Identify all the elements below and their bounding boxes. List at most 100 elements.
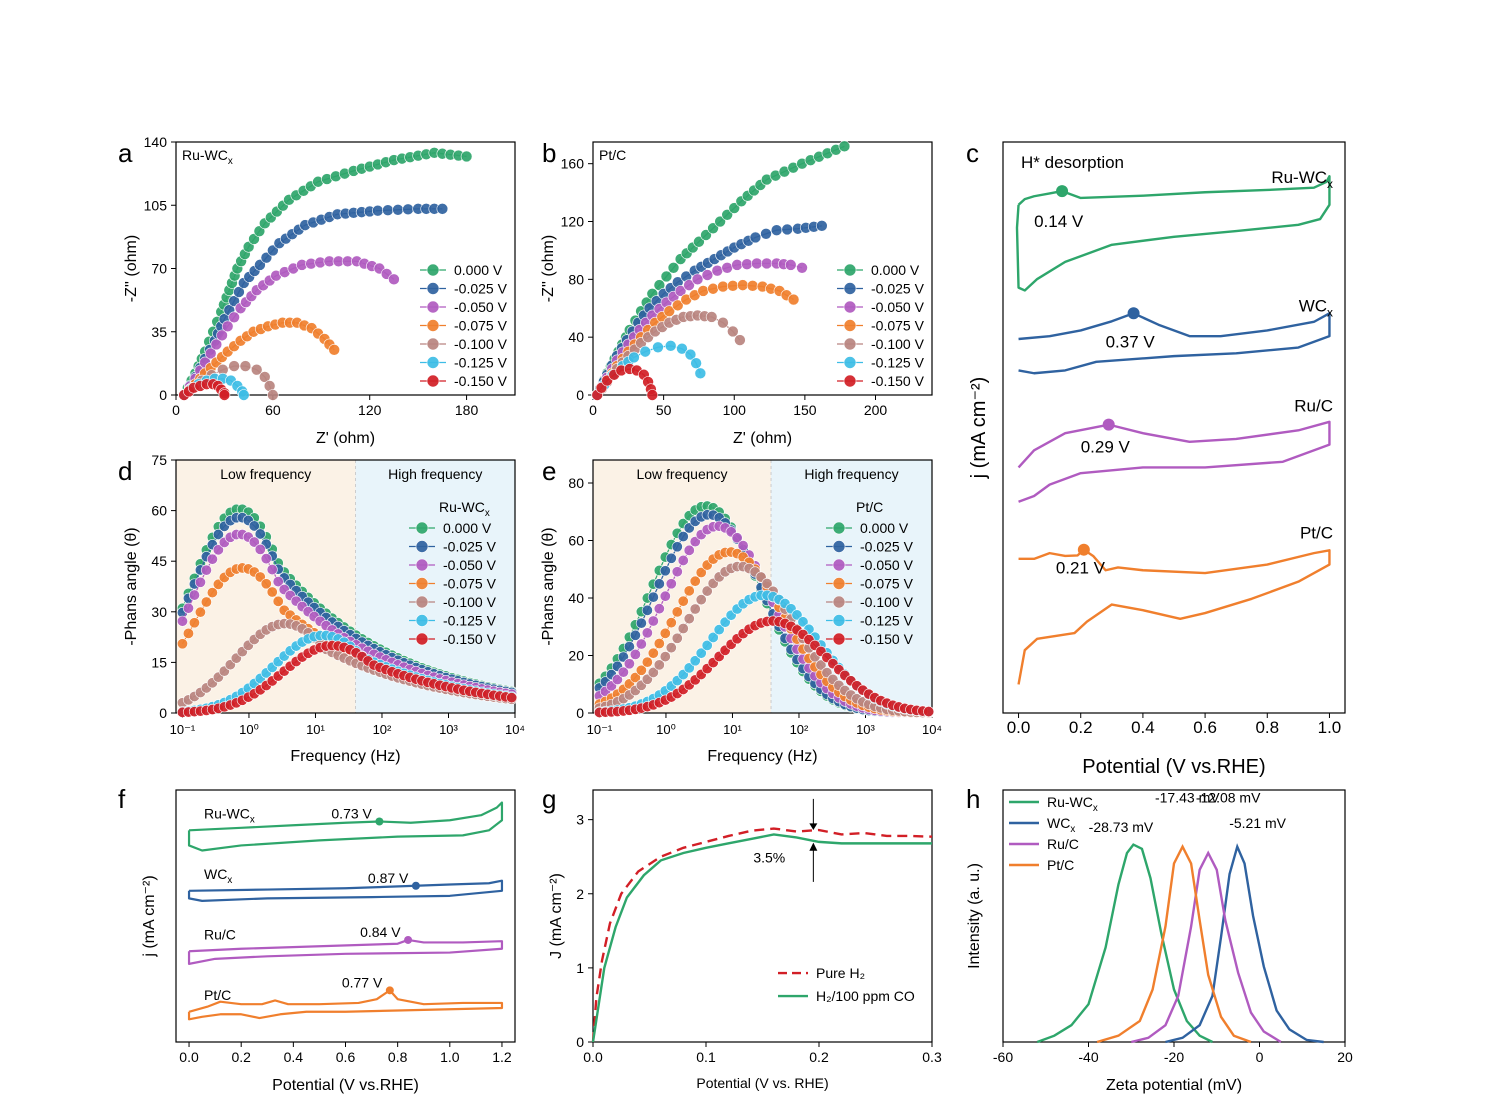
plot-frame	[592, 459, 933, 714]
legend-marker	[843, 319, 857, 332]
data-point	[719, 616, 731, 628]
data-point	[260, 578, 272, 590]
y-tick-label: 35	[151, 324, 167, 340]
legend-label: 0.000 V	[860, 520, 909, 536]
y-tick-label: 70	[151, 261, 167, 277]
x-tick-label: 0	[1256, 1049, 1264, 1065]
data-point	[194, 576, 206, 588]
data-point	[695, 594, 707, 606]
data-point	[665, 552, 677, 564]
data-point	[671, 632, 683, 644]
data-point	[701, 639, 713, 651]
data-point	[204, 347, 217, 360]
panel-letter: d	[118, 456, 132, 486]
y-tick-label: 2	[576, 886, 584, 902]
x-tick-label: 100	[723, 402, 747, 418]
y-axis-title: J (mA cm⁻²)	[548, 873, 565, 959]
legend-marker	[415, 558, 429, 572]
panel-letter: h	[966, 784, 980, 814]
peak-label: 0.37 V	[1106, 332, 1156, 351]
legend-marker	[832, 521, 846, 535]
data-point	[266, 586, 278, 598]
data-point	[671, 299, 684, 312]
series-line	[187, 879, 504, 902]
y-tick-label: 80	[568, 271, 584, 287]
data-point	[254, 528, 266, 540]
x-axis-title: Zeta potential (mV)	[1106, 1077, 1242, 1094]
annotation: 3.5%	[753, 850, 785, 866]
data-point	[721, 208, 733, 221]
data-point	[200, 564, 212, 576]
data-point	[784, 259, 797, 271]
panel-letter: b	[542, 138, 556, 168]
panel-h: -60 -40 -20 0 20 -28.73 mV -5.21 mV -12.08 mV-1…	[966, 789, 1353, 1094]
peak-label: 0.21 V	[1056, 559, 1106, 578]
arrow-head	[809, 823, 818, 831]
data-point	[664, 340, 677, 352]
data-point	[697, 285, 709, 297]
x-tick-label: 0	[589, 402, 597, 418]
x-tick-label: 20	[1337, 1049, 1353, 1065]
data-point	[693, 235, 705, 248]
data-point	[258, 371, 271, 383]
data-point	[629, 629, 641, 641]
x-tick-label: 1.2	[492, 1049, 512, 1065]
legend-label: Pt/C	[1047, 857, 1074, 873]
region-label: High frequency	[388, 466, 482, 482]
data-point	[689, 575, 701, 587]
x-tick-label: 0.0	[179, 1049, 199, 1065]
plot-frame	[592, 789, 933, 1043]
legend-label: Ru-WCx	[1047, 794, 1098, 814]
y-tick-label: 0	[576, 1034, 584, 1050]
inset-label: Pt/C	[856, 499, 883, 515]
legend-label: -0.050 V	[871, 299, 925, 315]
data-point	[653, 603, 665, 615]
x-axis-title: Potential (V vs.RHE)	[272, 1077, 419, 1094]
data-point	[689, 536, 701, 548]
legend-label: -0.150 V	[454, 373, 508, 389]
data-point	[182, 602, 194, 614]
legend-label: -0.075 V	[860, 576, 914, 592]
series-name: WCx	[204, 866, 232, 886]
data-point	[238, 389, 250, 401]
data-point	[254, 259, 266, 271]
data-point	[652, 341, 664, 354]
data-point	[677, 531, 689, 543]
data-point	[659, 627, 671, 639]
data-point	[713, 624, 725, 636]
data-point	[641, 656, 653, 668]
legend-marker	[832, 595, 846, 609]
series-line	[591, 827, 933, 1043]
data-point	[677, 623, 689, 635]
data-point	[272, 576, 284, 588]
panel-letter: f	[118, 784, 126, 814]
x-tick-label: 0.8	[1255, 718, 1279, 737]
y-tick-label: 3	[576, 812, 584, 828]
data-point	[717, 316, 729, 329]
series-name: Pt/C	[204, 987, 231, 1003]
y-tick-label: 75	[151, 452, 167, 468]
legend-marker	[843, 263, 857, 277]
y-tick-label: 45	[151, 553, 167, 569]
data-point	[239, 360, 252, 372]
legend-label: H₂/100 ppm CO	[816, 988, 915, 1004]
data-point	[838, 140, 851, 153]
y-tick-label: 1	[576, 960, 584, 976]
x-tick-label: 200	[864, 402, 888, 418]
legend-label: -0.125 V	[871, 355, 925, 371]
data-point	[707, 222, 719, 235]
y-tick-label: 140	[144, 134, 168, 150]
x-axis-title: Frequency (Hz)	[707, 748, 817, 765]
y-axis-title: -Z'' (ohm)	[540, 235, 557, 302]
legend-marker	[426, 282, 440, 295]
y-tick-label: 30	[151, 604, 167, 620]
data-point	[260, 553, 272, 565]
data-point	[371, 204, 384, 217]
x-tick-label: 1.0	[1318, 718, 1342, 737]
legend-marker	[415, 632, 429, 646]
y-tick-label: 40	[568, 329, 584, 345]
data-point	[623, 641, 635, 653]
data-point	[233, 286, 245, 298]
data-point	[647, 647, 659, 659]
legend-label: -0.150 V	[860, 631, 914, 647]
